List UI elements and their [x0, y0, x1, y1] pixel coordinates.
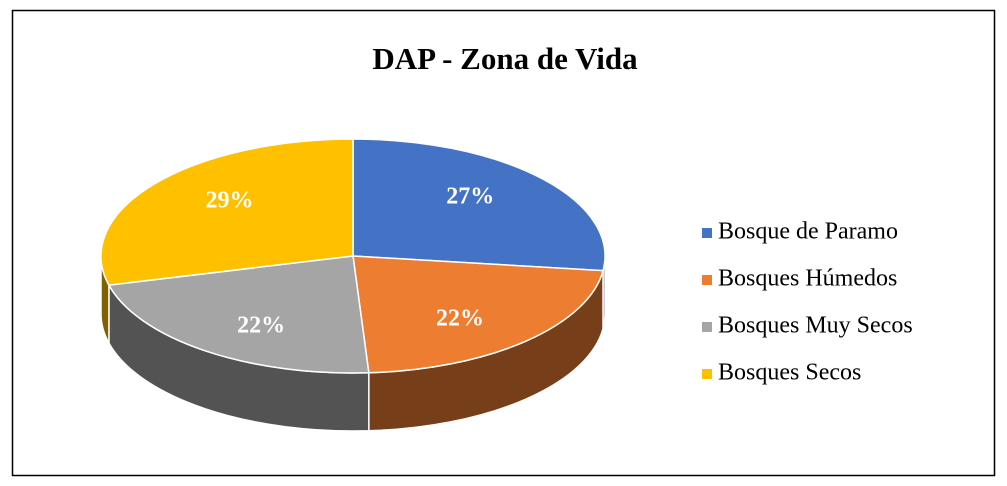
legend-swatch	[702, 275, 712, 285]
chart-title: DAP - Zona de Vida	[372, 41, 638, 76]
legend-label: Bosques Húmedos	[718, 266, 897, 292]
legend-label: Bosques Muy Secos	[718, 313, 913, 339]
legend-swatch	[702, 369, 712, 379]
slice	[352, 255, 604, 374]
legend-swatch	[702, 228, 712, 238]
data-label: 29%	[206, 188, 254, 214]
slice	[107, 255, 370, 374]
slice	[352, 138, 606, 272]
legend-label: Bosques Secos	[718, 360, 861, 386]
legend-swatch	[702, 322, 712, 332]
legend-label: Bosque de Paramo	[718, 219, 898, 245]
data-label: 27%	[446, 183, 494, 209]
data-label: 22%	[237, 312, 285, 338]
slice	[100, 138, 354, 286]
data-label: 22%	[436, 305, 484, 331]
